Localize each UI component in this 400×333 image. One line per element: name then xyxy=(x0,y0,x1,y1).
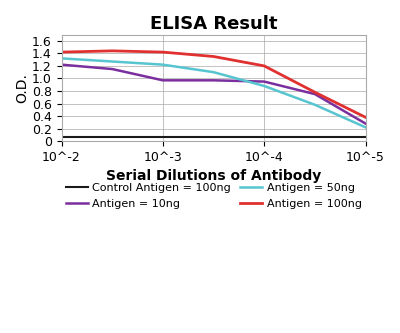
Y-axis label: O.D.: O.D. xyxy=(15,73,29,103)
Legend: Control Antigen = 100ng, Antigen = 10ng, Antigen = 50ng, Antigen = 100ng: Control Antigen = 100ng, Antigen = 10ng,… xyxy=(61,179,366,213)
X-axis label: Serial Dilutions of Antibody: Serial Dilutions of Antibody xyxy=(106,169,321,183)
Title: ELISA Result: ELISA Result xyxy=(150,15,277,33)
